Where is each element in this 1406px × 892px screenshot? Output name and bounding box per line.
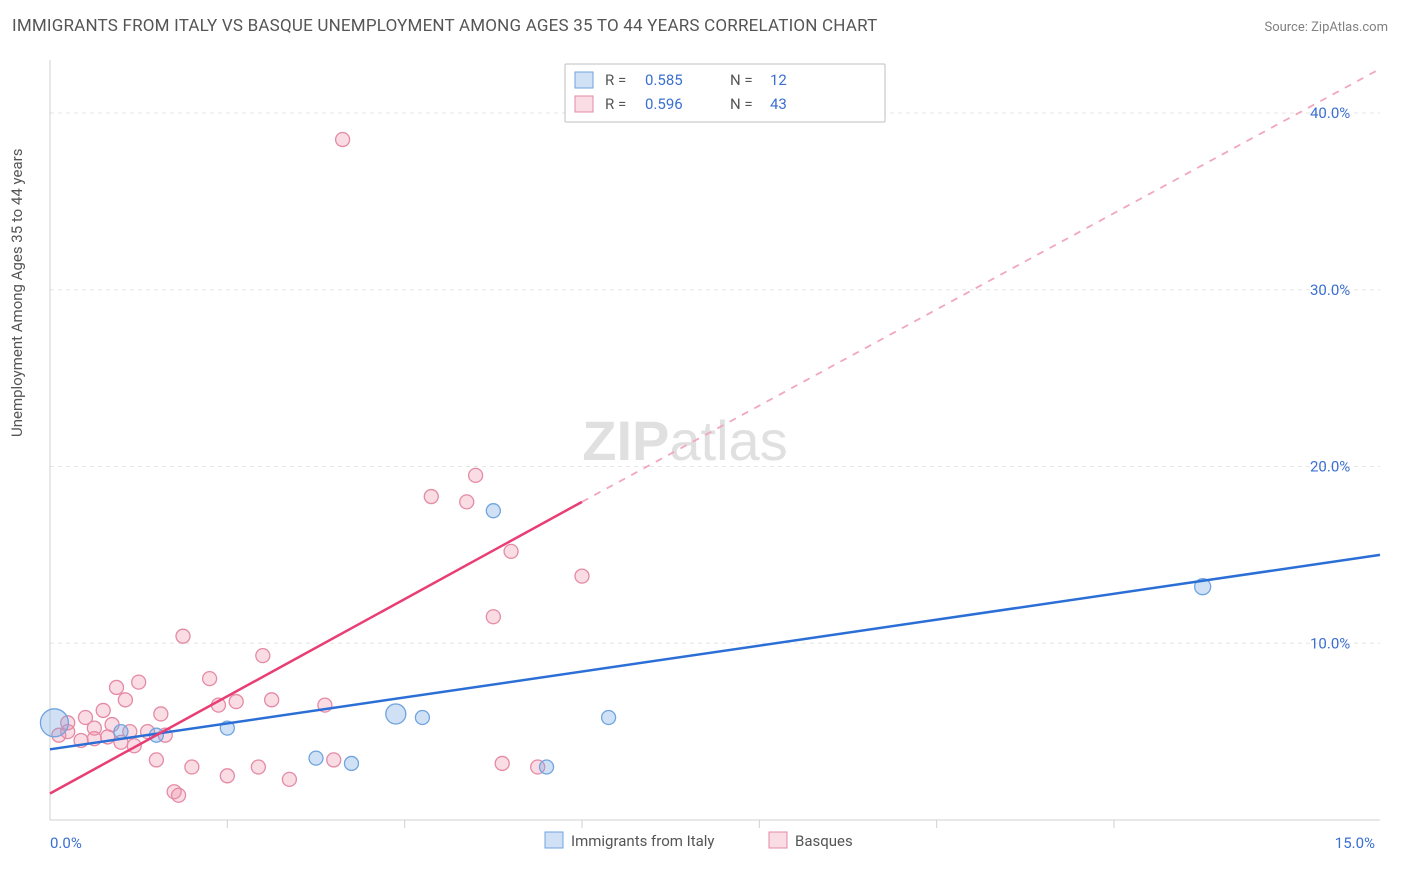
legend-series-label: Immigrants from Italy: [571, 832, 715, 850]
data-point: [154, 707, 168, 721]
y-tick-label: 30.0%: [1310, 281, 1350, 299]
data-point: [118, 693, 132, 707]
data-point: [176, 629, 190, 643]
x-tick-label: 0.0%: [50, 834, 82, 852]
trend-line-b-extrapolated: [582, 69, 1380, 502]
data-point: [415, 710, 429, 724]
data-point: [256, 649, 270, 663]
data-point: [185, 760, 199, 774]
legend-r-label: R =: [605, 95, 626, 113]
data-point: [424, 490, 438, 504]
data-point: [336, 133, 350, 147]
data-point: [229, 695, 243, 709]
data-point: [602, 710, 616, 724]
data-point: [540, 760, 554, 774]
legend-r-label: R =: [605, 71, 626, 89]
data-point: [251, 760, 265, 774]
trend-line-b: [50, 502, 582, 794]
data-point: [344, 756, 358, 770]
data-point: [386, 704, 406, 724]
y-tick-label: 10.0%: [1310, 634, 1350, 652]
y-tick-label: 40.0%: [1310, 104, 1350, 122]
data-point: [110, 680, 124, 694]
legend-n-label: N =: [730, 71, 753, 89]
data-point: [149, 753, 163, 767]
legend-series-label: Basques: [795, 832, 853, 850]
data-point: [265, 693, 279, 707]
x-tick-label: 15.0%: [1335, 834, 1375, 852]
legend-n-value: 43: [770, 95, 787, 113]
legend-swatch: [769, 832, 787, 848]
data-point: [486, 504, 500, 518]
data-point: [87, 721, 101, 735]
data-point: [203, 672, 217, 686]
correlation-chart: 10.0% 20.0% 30.0% 40.0% ZIPatlas 0.0% 15.0% R =…: [0, 0, 1406, 892]
legend-swatch: [575, 72, 593, 88]
legend-n-label: N =: [730, 95, 753, 113]
data-point: [495, 756, 509, 770]
data-point: [469, 468, 483, 482]
data-point: [575, 569, 589, 583]
data-point: [282, 772, 296, 786]
legend-r-value: 0.596: [645, 95, 683, 113]
data-point: [486, 610, 500, 624]
data-point: [40, 709, 68, 737]
legend-n-value: 12: [770, 71, 787, 89]
watermark: ZIPatlas: [582, 409, 787, 472]
data-point: [114, 725, 128, 739]
legend-r-value: 0.585: [645, 71, 683, 89]
data-point: [172, 788, 186, 802]
legend-swatch: [575, 96, 593, 112]
data-point: [220, 769, 234, 783]
data-point: [309, 751, 323, 765]
legend-swatch: [545, 832, 563, 848]
trend-line-a: [50, 555, 1380, 749]
data-point: [460, 495, 474, 509]
data-point: [96, 703, 110, 717]
data-point: [504, 544, 518, 558]
data-point: [327, 753, 341, 767]
y-tick-label: 20.0%: [1310, 458, 1350, 476]
data-point: [132, 675, 146, 689]
